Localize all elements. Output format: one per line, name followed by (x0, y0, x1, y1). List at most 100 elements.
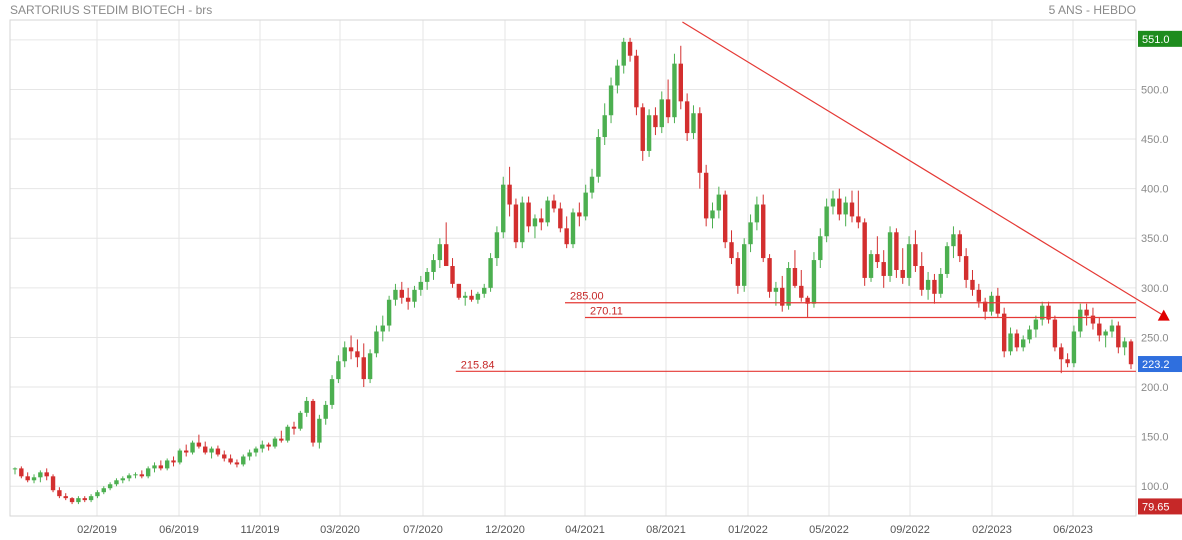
candle-body (393, 289, 398, 300)
candle-body (310, 400, 316, 443)
candle-body (608, 85, 614, 116)
candle-body (107, 484, 113, 489)
price-label-box (1138, 498, 1182, 515)
candle-body (456, 283, 462, 298)
y-tick-label: 300.0 (1141, 283, 1169, 295)
candle-body (684, 101, 690, 134)
candle-body (887, 232, 893, 276)
candle-body (482, 287, 487, 294)
candle-body (767, 258, 772, 292)
candle-body (355, 351, 360, 358)
candle-body (101, 488, 106, 493)
candle-body (298, 412, 303, 429)
candle-body (1001, 313, 1007, 352)
candle-body (50, 476, 56, 491)
x-tick-label: 09/2022 (890, 524, 930, 536)
trendline (682, 21, 1165, 317)
candle-body (932, 279, 937, 294)
candle-body (722, 194, 728, 243)
candle-body (203, 446, 208, 453)
candle-body (1027, 329, 1032, 340)
candle-body (913, 244, 918, 267)
candle-body (190, 442, 195, 453)
candle-body (12, 468, 18, 470)
candle-body (995, 295, 1001, 314)
candle-body (488, 258, 493, 288)
candle-body (646, 115, 652, 151)
candle-body (1046, 305, 1051, 320)
candle-body (900, 269, 905, 278)
candle-body (919, 266, 924, 290)
candle-body (443, 244, 449, 267)
candle-body (1097, 323, 1102, 336)
candle-body (1008, 333, 1013, 352)
y-tick-label: 100.0 (1141, 481, 1169, 493)
chart-period-label: 5 ANS - HEBDO (1048, 3, 1136, 17)
candle-body (849, 202, 855, 217)
candle-body (621, 41, 626, 66)
x-tick-label: 12/2020 (485, 524, 525, 536)
candle-body (837, 198, 842, 215)
x-tick-label: 01/2022 (728, 524, 768, 536)
candle-body (659, 99, 664, 128)
candle-body (494, 232, 500, 259)
candle-body (76, 498, 81, 503)
candle-body (285, 426, 290, 441)
candle-body (260, 444, 265, 449)
candle-body (970, 279, 975, 290)
price-label-text: 79.65 (1142, 501, 1170, 513)
candle-body (577, 212, 582, 217)
candle-body (558, 208, 563, 229)
candle-body (640, 107, 645, 151)
candle-body (437, 244, 443, 261)
candle-body (82, 498, 87, 501)
candle-body (412, 289, 417, 302)
candle-body (361, 357, 366, 380)
candle-body (171, 460, 176, 463)
candle-body (1014, 333, 1020, 348)
level-label: 270.11 (590, 305, 623, 317)
candle-body (95, 492, 100, 497)
candle-body (1040, 305, 1045, 320)
candle-body (247, 452, 252, 457)
candle-body (875, 254, 880, 263)
candle-body (824, 206, 829, 237)
candle-body (672, 63, 677, 118)
candle-body (570, 212, 576, 245)
candle-body (653, 115, 658, 128)
candle-body (735, 258, 741, 286)
candle-body (304, 400, 309, 413)
candle-body (805, 297, 810, 304)
candle-body (925, 279, 931, 290)
candle-body (336, 361, 341, 380)
candle-body (513, 204, 519, 243)
candle-body (982, 301, 988, 312)
candle-body (520, 202, 525, 243)
y-tick-label: 400.0 (1141, 184, 1169, 196)
candle-body (329, 379, 335, 405)
candle-body (120, 478, 125, 481)
candle-body (25, 476, 30, 481)
candle-body (957, 234, 962, 257)
candle-body (1059, 347, 1064, 360)
level-label: 285.00 (570, 291, 604, 303)
candle-body (894, 232, 899, 270)
candle-body (532, 218, 538, 227)
candle-body (317, 418, 322, 443)
candle-body (678, 63, 683, 102)
candle-body (761, 204, 766, 259)
candle-body (1021, 339, 1026, 348)
candle-body (989, 295, 994, 312)
y-tick-label: 450.0 (1141, 134, 1169, 146)
candle-body (710, 210, 715, 219)
candle-body (963, 256, 969, 280)
candle-body (266, 444, 271, 447)
candle-body (564, 228, 569, 245)
candle-body (944, 246, 950, 274)
candle-body (780, 287, 785, 306)
candle-body (754, 204, 760, 223)
candle-body (114, 480, 119, 485)
candle-body (158, 465, 164, 469)
candle-body (748, 222, 753, 245)
candle-body (1116, 325, 1121, 348)
